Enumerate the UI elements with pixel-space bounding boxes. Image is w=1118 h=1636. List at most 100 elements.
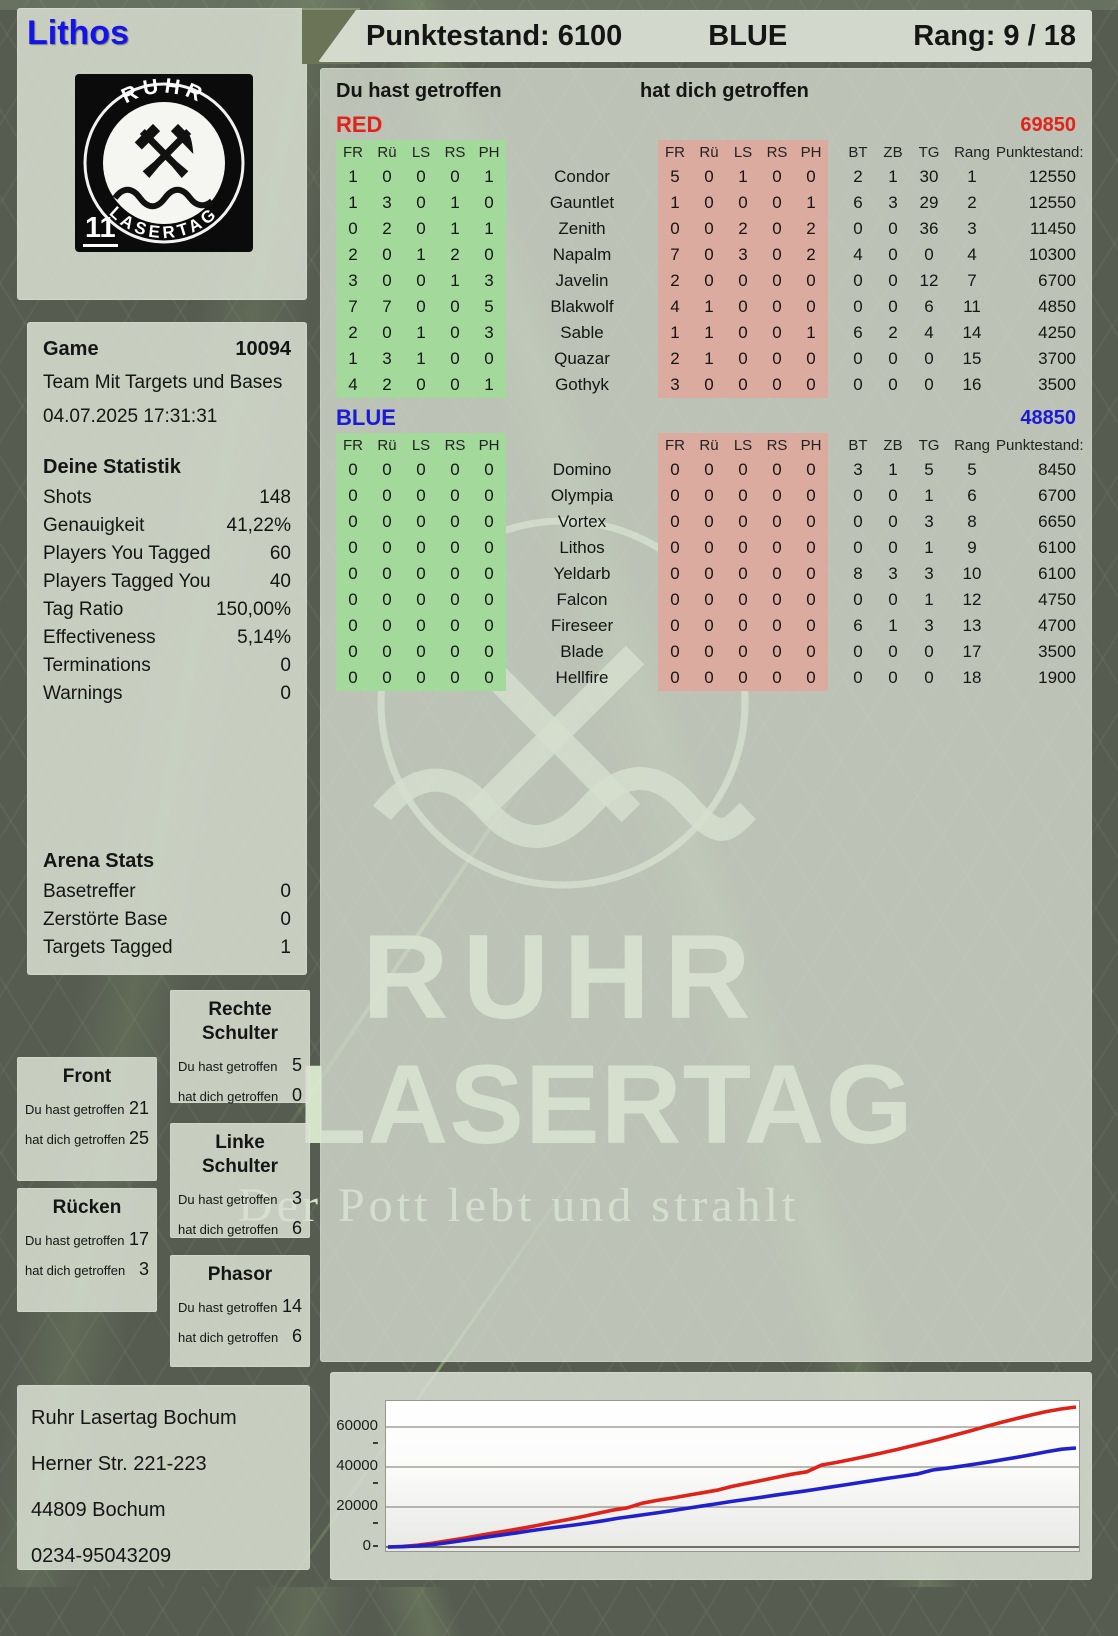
hit-you-cell: 0 xyxy=(726,561,760,587)
hit-you-cell: 2 xyxy=(794,242,828,268)
stat-cell: 7 xyxy=(967,271,977,290)
stat-cell: 1 xyxy=(924,538,934,557)
points-cell: 4700 xyxy=(1038,616,1076,635)
you-hit-cell: 0 xyxy=(438,483,472,509)
you-hit-cell: 0 xyxy=(370,483,404,509)
arena-stat-value: 0 xyxy=(280,881,291,902)
hit-you-cell: 0 xyxy=(692,587,726,613)
hit-you-cell: 0 xyxy=(760,294,794,320)
zone-col-header: LS xyxy=(726,433,760,457)
points-cell: 6650 xyxy=(1038,512,1076,531)
you-hit-cell: 0 xyxy=(438,346,472,372)
address-line: Ruhr Lasertag Bochum xyxy=(31,1407,237,1429)
points-cell: 4250 xyxy=(1038,323,1076,342)
you-hit-cell: 0 xyxy=(438,457,472,483)
you-hit-cell: 2 xyxy=(336,242,370,268)
hit-you-cell: 0 xyxy=(658,561,692,587)
points-cell: 3700 xyxy=(1038,349,1076,368)
you-hit-cell: 2 xyxy=(370,216,404,242)
stat-cell: 0 xyxy=(924,668,934,687)
address-line: 44809 Bochum xyxy=(31,1499,166,1521)
zone-col-header: FR xyxy=(658,140,692,164)
stat-cell: 5 xyxy=(967,460,977,479)
you-hit-cell: 0 xyxy=(370,535,404,561)
you-hit-value: 3 xyxy=(291,1188,302,1208)
hit-you-cell: 0 xyxy=(794,613,828,639)
hit-you-cell: 0 xyxy=(794,665,828,691)
hit-you-cell: 0 xyxy=(658,509,692,535)
hit-you-cell: 2 xyxy=(726,216,760,242)
player-stat: Effectiveness 5,14% xyxy=(43,624,291,652)
hit-you-cell: 0 xyxy=(658,535,692,561)
you-hit-cell: 0 xyxy=(472,639,506,665)
hit-you-cell: 0 xyxy=(794,346,828,372)
you-hit-cell: 7 xyxy=(336,294,370,320)
points-cell: 4750 xyxy=(1038,590,1076,609)
hit-you-cell: 0 xyxy=(692,665,726,691)
stat-cell: 0 xyxy=(853,375,863,394)
player-stat-value: 0 xyxy=(280,683,291,704)
you-hit-cell: 0 xyxy=(336,639,370,665)
player-row: 0 2 0 1 1 Zenith 0 0 2 0 2 0 0 36 3 11450 xyxy=(336,216,1076,242)
team-tables: RED 69850 FR Rü LS RS PH FR Rü LS RS PH BT ZB TG Rang Pu… xyxy=(336,110,1084,691)
player-row: 0 0 0 0 0 Blade 0 0 0 0 0 0 0 0 17 3500 xyxy=(336,639,1076,665)
player-stat-value: 60 xyxy=(269,543,291,564)
hit-you-cell: 0 xyxy=(760,665,794,691)
hit-you-cell: 0 xyxy=(658,639,692,665)
game-row: Game 10094 xyxy=(43,336,291,362)
you-hit-value: 21 xyxy=(128,1098,149,1118)
player-name-cell: Lithos xyxy=(559,538,605,557)
hit-you-cell: 0 xyxy=(794,535,828,561)
zone-col-header: Rü xyxy=(370,433,404,457)
column-header-row: FR Rü LS RS PH FR Rü LS RS PH BT ZB TG Rang Punktestan… xyxy=(336,140,1084,164)
stat-cell: 3 xyxy=(924,564,934,583)
you-hit-cell: 0 xyxy=(472,535,506,561)
stat-cell: 6 xyxy=(924,297,934,316)
stat-cell: 1 xyxy=(888,167,898,186)
zone-col-header: LS xyxy=(404,433,438,457)
you-hit-cell: 3 xyxy=(336,268,370,294)
hit-you-cell: 0 xyxy=(760,242,794,268)
player-name-cell: Yeldarb xyxy=(553,564,611,583)
hit-zone-linke: Linke Schulter Du hast getroffen 3 hat dich… xyxy=(170,1123,310,1238)
hit-zone-row: hat dich getroffen 3 xyxy=(25,1259,149,1280)
stat-col-header: BT xyxy=(848,436,868,454)
you-hit-cell: 0 xyxy=(438,372,472,398)
hit-you-cell: 1 xyxy=(794,190,828,216)
player-stat: Warnings 0 xyxy=(43,680,291,708)
player-row: 0 0 0 0 0 Yeldarb 0 0 0 0 0 8 3 3 10 6100 xyxy=(336,561,1076,587)
hit-zone-row: Du hast getroffen 5 xyxy=(178,1055,302,1076)
you-hit-cell: 0 xyxy=(404,372,438,398)
hit-zone-row: Du hast getroffen 14 xyxy=(178,1296,302,1317)
player-name-cell: Falcon xyxy=(556,590,608,609)
player-stat: Terminations 0 xyxy=(43,652,291,680)
you-hit-cell: 0 xyxy=(404,561,438,587)
stat-cell: 12 xyxy=(962,590,982,609)
stat-cell: 0 xyxy=(888,512,898,531)
zone-col-header: LS xyxy=(404,140,438,164)
you-hit-cell: 5 xyxy=(472,294,506,320)
points-cell: 3500 xyxy=(1038,375,1076,394)
stat-cell: 12 xyxy=(919,271,939,290)
points-cell: 6100 xyxy=(1038,564,1076,583)
hit-you-cell: 0 xyxy=(726,509,760,535)
hit-direction-labels: Du hast getroffen hat dich getroffen xyxy=(336,80,1076,104)
stat-cell: 0 xyxy=(888,538,898,557)
stat-cell: 14 xyxy=(962,323,982,342)
you-hit-label: Du hast getroffen xyxy=(25,1233,125,1248)
stat-cell: 2 xyxy=(853,167,863,186)
you-hit-cell: 0 xyxy=(404,294,438,320)
you-hit-cell: 0 xyxy=(472,483,506,509)
arena-stat: Targets Tagged 1 xyxy=(43,934,291,962)
stat-cell: 0 xyxy=(888,642,898,661)
player-stats-title: Deine Statistik xyxy=(43,456,181,478)
you-hit-cell: 0 xyxy=(404,164,438,190)
you-hit-value: 14 xyxy=(281,1296,302,1316)
stat-cell: 10 xyxy=(962,564,982,583)
arena-stats-list: Basetreffer 0 Zerstörte Base 0 Targets Tagge… xyxy=(43,878,291,962)
hit-you-cell: 0 xyxy=(794,268,828,294)
you-hit-cell: 0 xyxy=(404,509,438,535)
player-name-cell: Condor xyxy=(554,167,610,186)
player-stat-value: 0 xyxy=(280,655,291,676)
arena-stat: Basetreffer 0 xyxy=(43,878,291,906)
